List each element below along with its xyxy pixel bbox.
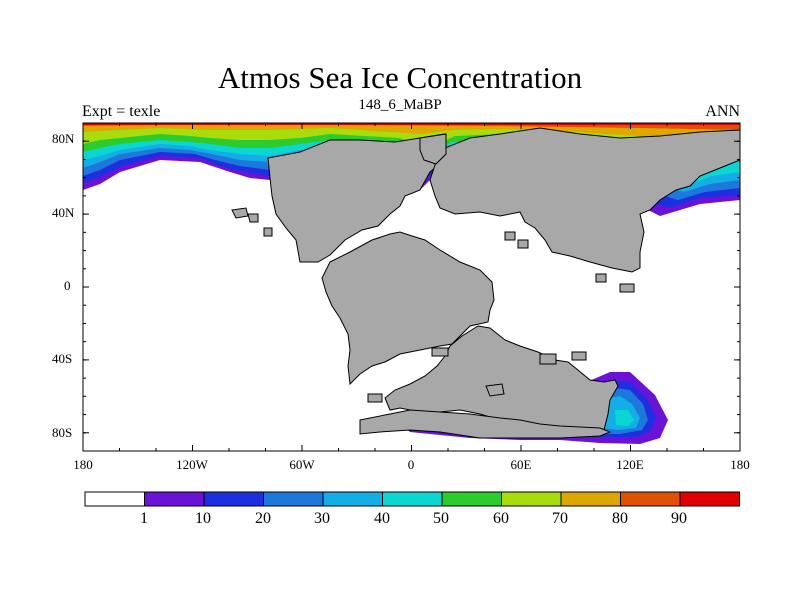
x-tick-label: 180	[730, 457, 750, 472]
chart-subtitle: 148_6_MaBP	[358, 97, 442, 113]
colorbar-label: 90	[671, 510, 687, 527]
axis-ticks	[82, 122, 741, 452]
colorbar-box	[203, 491, 264, 507]
colorbar-box	[263, 491, 324, 507]
land-island-11	[367, 393, 383, 403]
x-tick-label: 120W	[176, 457, 209, 472]
season-label: ANN	[705, 103, 740, 120]
colorbar-label: 80	[612, 510, 628, 527]
land-island-1	[231, 207, 249, 219]
colorbar-labels: 1 10 20 30 40 50 60 70 80 90	[140, 510, 687, 527]
colorbar-box	[322, 491, 383, 507]
land-island-8	[539, 353, 557, 365]
colorbar-label: 20	[255, 510, 271, 527]
chart-title: Atmos Sea Ice Concentration	[217, 60, 583, 95]
colorbar-label: 60	[493, 510, 509, 527]
map-area	[83, 123, 740, 444]
y-tick-label: 40S	[52, 351, 72, 366]
experiment-label: Expt = texle	[82, 103, 161, 120]
colorbar-label: 30	[314, 510, 330, 527]
y-tick-label: 40N	[52, 205, 75, 220]
x-tick-label: 60E	[511, 457, 532, 472]
colorbar-label: 50	[433, 510, 449, 527]
colorbar-box	[144, 491, 205, 507]
y-tick-label: 80S	[52, 425, 72, 440]
colorbar-box	[84, 491, 145, 507]
colorbar-box	[620, 491, 681, 507]
landmasses	[231, 127, 740, 439]
land-island-7	[619, 283, 635, 293]
land-eurasia	[429, 127, 740, 273]
y-tick-label: 0	[64, 278, 71, 293]
land-north-america	[267, 133, 446, 263]
land-island-10	[485, 383, 505, 397]
colorbar-label: 70	[552, 510, 568, 527]
land-island-2	[247, 213, 259, 223]
land-antarctica	[359, 409, 612, 439]
land-south-america	[321, 231, 495, 386]
x-tick-label: 60W	[289, 457, 315, 472]
colorbar-box	[501, 491, 562, 507]
ice-band-70-80	[83, 123, 740, 140]
land-island-3	[263, 227, 273, 237]
south-ice-40-50	[615, 410, 634, 426]
land-greenland	[419, 133, 447, 165]
x-tick-label: 180	[73, 457, 93, 472]
x-tick-label: 120E	[616, 457, 644, 472]
y-tick-label: 80N	[52, 131, 75, 146]
land-island-6	[595, 273, 607, 283]
land-island-9	[571, 351, 587, 361]
colorbar-box	[382, 491, 443, 507]
colorbar-label: 1	[140, 510, 148, 527]
colorbar-box	[679, 491, 740, 507]
land-island-4	[504, 231, 516, 241]
land-island-5	[517, 239, 529, 249]
colorbar	[84, 491, 740, 507]
colorbar-label: 40	[374, 510, 390, 527]
x-tick-label: 0	[408, 457, 415, 472]
colorbar-box	[441, 491, 502, 507]
colorbar-box	[560, 491, 621, 507]
land-island-12	[431, 347, 449, 357]
colorbar-label: 10	[195, 510, 211, 527]
